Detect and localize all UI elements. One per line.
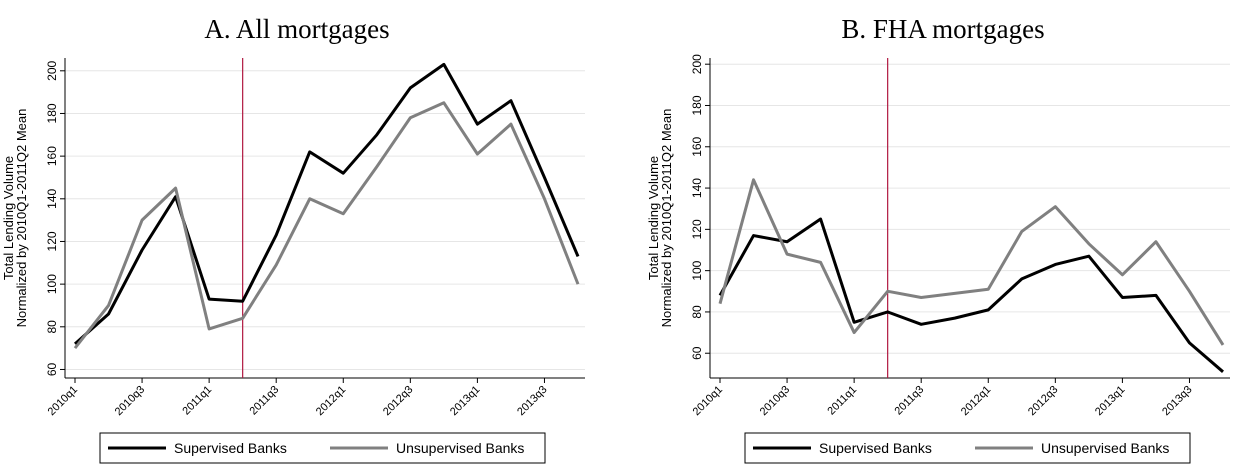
y-tick-label: 200 bbox=[45, 60, 59, 80]
x-tick-label: 2013q3 bbox=[515, 384, 549, 418]
y-axis-title: Normalized by 2010Q1-2011Q2 Mean bbox=[14, 109, 29, 328]
series-line bbox=[74, 62, 580, 345]
series-line bbox=[718, 178, 1225, 346]
chart-title: B. FHA mortgages bbox=[841, 14, 1044, 44]
y-axis-title: Normalized by 2010Q1-2011Q2 Mean bbox=[659, 109, 674, 328]
y-tick-label: 180 bbox=[45, 103, 59, 123]
y-tick-label: 120 bbox=[45, 231, 59, 251]
y-tick-label: 100 bbox=[690, 260, 704, 280]
x-tick-label: 2013q1 bbox=[448, 384, 482, 418]
x-tick-label: 2012q3 bbox=[1026, 384, 1060, 418]
x-tick-label: 2012q3 bbox=[381, 384, 415, 418]
x-tick-label: 2010q3 bbox=[113, 384, 147, 418]
x-tick-label: 2011q1 bbox=[180, 384, 214, 418]
y-tick-label: 140 bbox=[690, 178, 704, 198]
legend-label: Unsupervised Banks bbox=[396, 440, 524, 456]
x-tick-label: 2011q3 bbox=[892, 384, 926, 418]
x-tick-label: 2013q3 bbox=[1160, 384, 1194, 418]
chart-title: A. All mortgages bbox=[204, 14, 389, 44]
x-tick-label: 2010q3 bbox=[758, 384, 792, 418]
y-tick-label: 80 bbox=[690, 305, 704, 319]
y-axis-title: Total Lending Volume bbox=[1, 156, 16, 280]
legend-label: Supervised Banks bbox=[174, 440, 287, 456]
y-tick-label: 180 bbox=[690, 95, 704, 115]
x-tick-label: 2013q1 bbox=[1093, 384, 1127, 418]
y-tick-label: 140 bbox=[45, 188, 59, 208]
y-tick-label: 160 bbox=[45, 146, 59, 166]
legend-label: Supervised Banks bbox=[819, 440, 932, 456]
y-axis-title: Total Lending Volume bbox=[646, 156, 661, 280]
x-tick-label: 2011q1 bbox=[825, 384, 859, 418]
x-tick-label: 2012q1 bbox=[959, 384, 993, 418]
x-tick-label: 2010q1 bbox=[46, 384, 80, 418]
y-tick-label: 80 bbox=[45, 320, 59, 334]
x-tick-label: 2010q1 bbox=[691, 384, 725, 418]
y-tick-label: 160 bbox=[690, 136, 704, 156]
series-line bbox=[718, 217, 1224, 373]
y-tick-label: 60 bbox=[690, 346, 704, 360]
legend-box bbox=[99, 432, 546, 464]
panel: A. All mortgages Total Lending VolumeNorm… bbox=[1, 14, 585, 464]
y-tick-label: 200 bbox=[690, 54, 704, 74]
y-tick-label: 60 bbox=[45, 362, 59, 376]
panel: B. FHA mortgages Total Lending VolumeNorm… bbox=[646, 14, 1230, 464]
legend-box bbox=[744, 432, 1191, 464]
legend-label: Unsupervised Banks bbox=[1041, 440, 1169, 456]
series-line bbox=[73, 101, 580, 350]
y-tick-label: 120 bbox=[690, 219, 704, 239]
x-tick-label: 2011q3 bbox=[247, 384, 281, 418]
x-tick-label: 2012q1 bbox=[314, 384, 348, 418]
y-tick-label: 100 bbox=[45, 274, 59, 294]
